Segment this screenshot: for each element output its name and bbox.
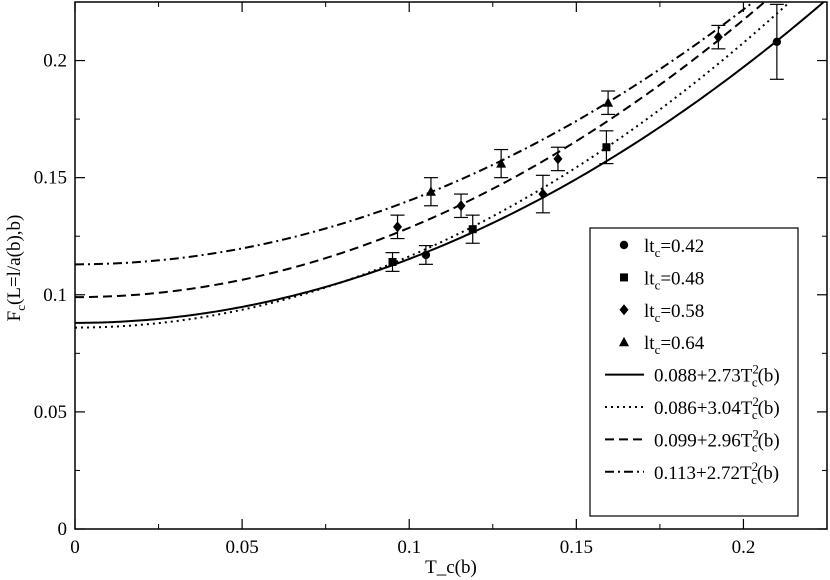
data-point-diamond <box>538 188 548 200</box>
y-axis-label-sub: c <box>13 305 28 311</box>
legend-fit-label: 0.088+2.73T2 c(b) <box>654 362 780 390</box>
x-tick-label: 0.2 <box>732 537 756 558</box>
fit-line-dashdot <box>75 2 755 266</box>
legend-label: ltc=0.58 <box>644 301 704 325</box>
legend-label-main: lt <box>644 301 655 322</box>
legend-label: ltc=0.42 <box>644 236 704 260</box>
legend-marker-square <box>620 273 628 282</box>
legend-marker-diamond <box>619 304 629 316</box>
data-point-circle <box>772 37 782 47</box>
x-tick-label: 0.05 <box>225 537 258 558</box>
legend-label-sub: c <box>655 342 661 357</box>
y-tick-label: 0.2 <box>43 51 67 72</box>
data-point-square <box>388 257 397 266</box>
data-points <box>385 3 784 272</box>
legend-fit-post: (b) <box>757 463 779 484</box>
legend-label-sub: c <box>655 245 661 260</box>
legend-fit-sub: c <box>752 407 758 422</box>
legend-label-main: lt <box>644 333 655 354</box>
x-tick-label: 0 <box>70 537 80 558</box>
fit-lines <box>75 2 826 329</box>
legend-fit-label: 0.113+2.72T2 c(b) <box>654 459 779 487</box>
legend-fit-label: 0.099+2.96T2 c(b) <box>654 426 780 454</box>
data-point-triangle <box>603 97 614 107</box>
legend-label-rest: =0.64 <box>660 333 704 354</box>
legend-marker-triangle <box>619 336 629 347</box>
legend-label-sub: c <box>655 310 661 325</box>
y-tick-label: 0.1 <box>43 285 67 306</box>
legend-fit-sub: c <box>752 375 758 390</box>
legend-label-main: lt <box>644 268 655 289</box>
legend-fit-pre: 0.086+3.04T <box>654 398 753 419</box>
legend-label-main: lt <box>644 236 655 257</box>
data-point-diamond <box>393 221 403 233</box>
legend-marker-circle <box>619 240 629 250</box>
data-point-diamond <box>553 153 563 165</box>
y-axis-label: Fc(L=l/a(b),b) <box>4 215 28 322</box>
legend-fit-post: (b) <box>758 430 780 451</box>
data-point-triangle <box>496 158 507 168</box>
legend-label-rest: =0.48 <box>660 268 704 289</box>
y-tick-label: 0.15 <box>34 168 67 189</box>
legend-fit-pre: 0.113+2.72T <box>654 463 752 484</box>
plot-frame <box>74 1 828 530</box>
y-tick-label: 0 <box>58 519 68 540</box>
legend-fit-sup: 2 <box>752 426 759 441</box>
legend-label-rest: =0.42 <box>660 236 704 257</box>
data-point-diamond <box>713 31 723 43</box>
data-point-square <box>468 225 477 234</box>
legend-fit-label: 0.086+3.04T2 c(b) <box>654 394 780 422</box>
legend-label-sub: c <box>655 277 661 292</box>
x-axis-label: T_c(b) <box>425 557 477 578</box>
x-tick-label: 0.1 <box>397 537 421 558</box>
y-axis-label-rest: (L=l/a(b),b) <box>4 215 25 305</box>
legend-label: ltc=0.48 <box>644 268 704 292</box>
legend-fit-sup: 2 <box>752 362 759 377</box>
legend-fit-sub: c <box>751 472 757 487</box>
y-tick-label: 0.05 <box>34 402 67 423</box>
legend-label: ltc=0.64 <box>644 333 705 357</box>
legend-fit-sup: 2 <box>752 394 759 409</box>
y-axis-label-main: F <box>4 311 25 322</box>
data-point-square <box>602 143 611 152</box>
legend-fit-pre: 0.088+2.73T <box>654 366 753 387</box>
data-point-circle <box>421 250 431 260</box>
legend-fit-post: (b) <box>758 398 780 419</box>
x-tick-label: 0.15 <box>560 537 593 558</box>
legend-fit-sub: c <box>752 439 758 454</box>
fit-line-solid <box>75 2 826 324</box>
data-point-diamond <box>456 200 466 212</box>
data-point-triangle <box>425 186 436 196</box>
axis-ticks: 0 0.05 0.1 0.15 0.2 0 0.05 0.1 0.15 0.2 <box>34 1 828 558</box>
legend: ltc=0.42ltc=0.48ltc=0.58ltc=0.640.088+2.… <box>589 227 799 517</box>
legend-fit-pre: 0.099+2.96T <box>654 430 753 451</box>
legend-fit-sup: 2 <box>752 459 759 474</box>
legend-label-rest: =0.58 <box>660 301 704 322</box>
legend-fit-post: (b) <box>758 366 780 387</box>
